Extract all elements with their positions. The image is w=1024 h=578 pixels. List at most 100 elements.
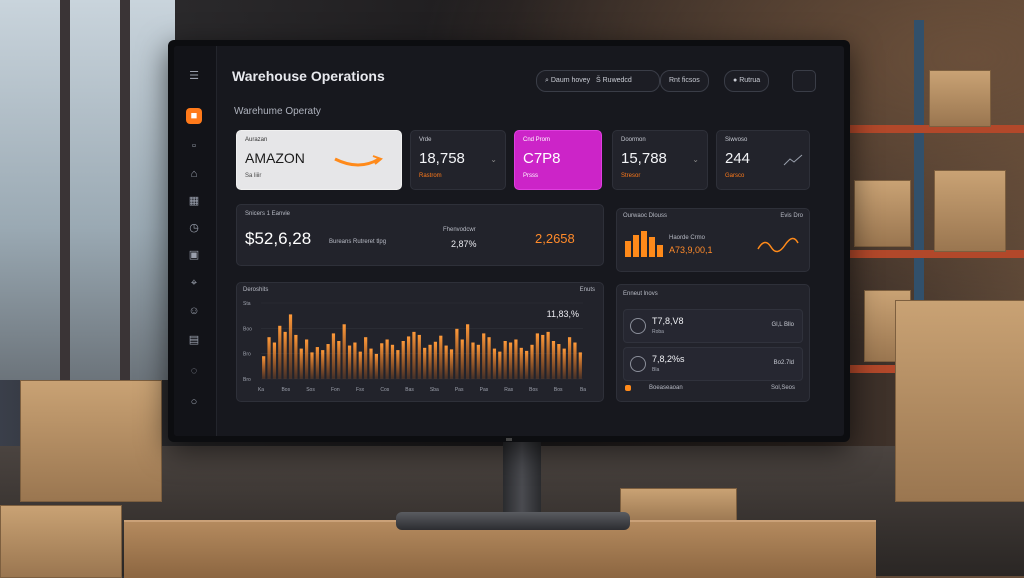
chart-bar <box>449 349 454 379</box>
kpi-value: 244 <box>725 150 751 167</box>
background-window <box>0 0 175 380</box>
kpi-note: Stresor <box>621 173 641 179</box>
orders-caption: Haorde Crmo <box>669 235 706 241</box>
chart-bar <box>374 353 378 379</box>
background-box <box>895 300 1024 502</box>
list-item[interactable]: 7,8,2%s Bla Bo2.7ld <box>623 347 803 381</box>
chart-bar <box>390 344 395 379</box>
kpi-label: Cnd Prom <box>523 137 551 143</box>
chart-bar <box>423 347 427 379</box>
x-tick-label: Sba <box>430 387 439 393</box>
settings-icon[interactable]: ◌ <box>190 365 198 377</box>
row-sub: Bla <box>652 367 660 373</box>
menu-icon[interactable]: ☰ <box>189 70 199 82</box>
truck-icon[interactable]: ⌂ <box>190 168 198 180</box>
chart-bar <box>482 333 486 379</box>
kpi-value: AMAZON <box>245 150 305 166</box>
pill-label: Daum hovey <box>550 77 591 84</box>
list-item[interactable]: T7,8,V8 Roba Gl,L Bllo <box>623 309 803 343</box>
chart-bar <box>417 334 421 379</box>
orders-bar-icon <box>625 231 663 257</box>
trend-icon: ⌄ <box>490 155 497 164</box>
filter-pill[interactable]: Rnt ficsos <box>660 70 709 92</box>
activity-chart-panel: Deroshits Enuts 11,83,% Sta Boo Bro Bro Ka Bo… <box>236 282 604 402</box>
users-icon[interactable]: ☺ <box>188 305 200 317</box>
chart-bar <box>288 314 293 379</box>
x-tick-label: Pas <box>480 387 489 393</box>
chart-bar <box>272 342 277 379</box>
revenue-value: $52,6,28 <box>245 229 312 248</box>
search-filter-pill[interactable]: ⌕ Daum hovey Š Ruwedcd <box>536 70 660 92</box>
grid-icon[interactable]: ▦ <box>188 195 200 207</box>
chart-bar <box>541 334 545 379</box>
clock-icon[interactable]: ◷ <box>189 222 199 234</box>
chart-right-label: Enuts <box>579 287 595 293</box>
growth-label: Fhenvodcwr <box>443 227 476 233</box>
background-box <box>20 380 162 502</box>
x-tick-label: Ba <box>580 387 586 393</box>
growth-value: 2,87% <box>451 239 477 249</box>
clock-icon <box>630 318 646 334</box>
kpi-card[interactable]: Vrde 18,758 Rastrom ⌄ <box>410 130 506 190</box>
kpi-card[interactable]: Siwvoso 244 Garsco <box>716 130 810 190</box>
x-tick-label: Cos <box>380 387 389 393</box>
chart-bar <box>551 341 556 379</box>
chart-bar <box>508 342 513 379</box>
chart-bar <box>492 348 497 379</box>
notifications-button[interactable] <box>792 70 816 92</box>
sparkline-icon <box>757 237 799 253</box>
chart-bar <box>514 339 518 379</box>
chart-bar <box>331 333 336 379</box>
chart-bar <box>455 328 459 379</box>
y-tick-label: Boo <box>243 326 252 332</box>
kpi-label: Siwvoso <box>725 137 748 143</box>
check-icon <box>630 356 646 372</box>
chart-bar <box>460 339 464 379</box>
panel-label: Ourwaoc Dlouss <box>623 213 668 219</box>
x-tick-label: Fon <box>331 387 340 393</box>
trend-up-icon <box>783 154 803 166</box>
chart-bar <box>406 336 411 379</box>
dashboard-screen: ☰ ■ ▫ ⌂ ▦ ◷ ▣ ⌖ ☺ ▤ ◌ ○ Warehouse Operat… <box>174 46 844 436</box>
panel-label: Enneut lnovs <box>623 291 658 297</box>
home-icon[interactable]: ■ <box>186 108 202 124</box>
y-tick-label: Bro <box>243 377 251 383</box>
chart-bar <box>466 324 470 379</box>
orders-value: A73,9,00,1 <box>669 245 713 255</box>
chart-bar <box>487 337 491 379</box>
chart-bar <box>471 342 475 379</box>
pill-label: Rutrua <box>739 77 761 84</box>
trend-icon: ⌄ <box>692 155 699 164</box>
row-sub: Boeaseaoan <box>649 385 683 391</box>
chart-bar <box>310 352 314 379</box>
monitor: ☰ ■ ▫ ⌂ ▦ ◷ ▣ ⌖ ☺ ▤ ◌ ○ Warehouse Operat… <box>168 40 850 442</box>
chart-bar <box>342 324 346 379</box>
recent-panel: Enneut lnovs T7,8,V8 Roba Gl,L Bllo 7,8,… <box>616 284 810 402</box>
kpi-card-highlight[interactable]: Cnd Prom C7P8 Prsss <box>514 130 602 190</box>
chart-bar <box>578 352 582 379</box>
x-tick-label: Pas <box>455 387 464 393</box>
user-pill[interactable]: ● Rutrua <box>724 70 770 92</box>
chart-bar <box>278 325 282 379</box>
y-tick-label: Sta <box>243 301 251 307</box>
x-tick-label: Ras <box>504 387 513 393</box>
chart-bar <box>396 350 400 379</box>
monitor-stand-base <box>396 512 630 530</box>
chart-bar <box>433 341 438 379</box>
chart-bar <box>283 331 287 379</box>
x-tick-label: Bos <box>554 387 563 393</box>
kpi-card-amazon[interactable]: Aurazan AMAZON Sa liiir <box>236 130 402 190</box>
x-tick-label: Bos <box>281 387 290 393</box>
chart-bar <box>294 334 298 379</box>
box-icon[interactable]: ▫ <box>192 140 196 152</box>
chart-peak-label: 11,83,% <box>546 309 579 319</box>
row-right: Gl,L Bllo <box>771 322 794 328</box>
calendar-icon[interactable]: ▤ <box>188 334 200 346</box>
help-icon[interactable]: ○ <box>190 396 198 408</box>
kpi-card[interactable]: Doormon 15,788 Stresor ⌄ <box>612 130 708 190</box>
chart-bar <box>369 348 373 379</box>
x-tick-label: Fsx <box>356 387 365 393</box>
location-icon[interactable]: ⌖ <box>190 277 198 289</box>
package-icon[interactable]: ▣ <box>188 249 200 261</box>
x-tick-label: Bas <box>405 387 414 393</box>
